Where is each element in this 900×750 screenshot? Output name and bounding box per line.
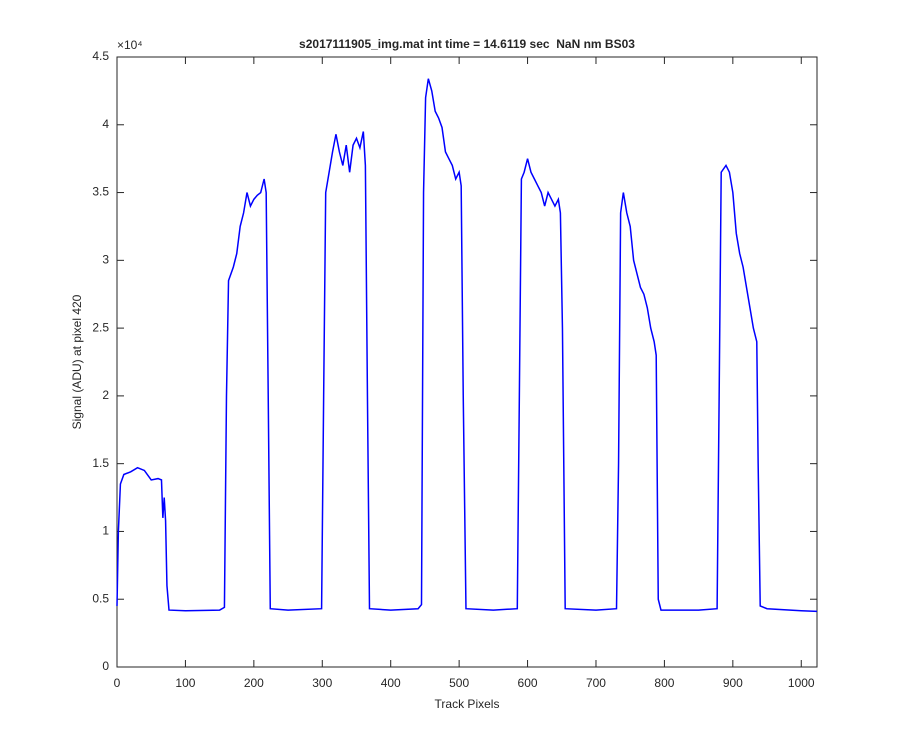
x-tick-label: 100: [175, 676, 195, 690]
chart-title: s2017111905_img.mat int time = 14.6119 s…: [299, 37, 635, 51]
x-tick-label: 700: [586, 676, 606, 690]
x-tick-label: 500: [449, 676, 469, 690]
x-tick-label: 900: [723, 676, 743, 690]
y-tick-label: 0: [102, 659, 109, 673]
x-tick-label: 200: [244, 676, 264, 690]
y-tick-label: 3.5: [92, 185, 109, 199]
x-tick-label: 400: [381, 676, 401, 690]
plot-area: [117, 57, 817, 667]
y-tick-label: 4.5: [92, 49, 109, 63]
y-tick-label: 1: [102, 524, 109, 538]
y-tick-label: 0.5: [92, 591, 109, 605]
x-tick-label: 300: [312, 676, 332, 690]
x-tick-label: 0: [114, 676, 121, 690]
y-tick-label: 1.5: [92, 456, 109, 470]
x-tick-label: 1000: [788, 676, 815, 690]
x-tick-label: 800: [654, 676, 674, 690]
y-tick-label: 3: [102, 253, 109, 267]
y-exponent: ×10⁴: [117, 38, 143, 52]
axes-box: [116, 56, 818, 668]
x-tick-label: 600: [518, 676, 538, 690]
y-axis-label: Signal (ADU) at pixel 420: [70, 294, 84, 429]
y-tick-label: 2.5: [92, 320, 109, 334]
x-axis-label: Track Pixels: [435, 697, 500, 711]
y-tick-label: 2: [102, 388, 109, 402]
data-line: [116, 78, 818, 613]
y-tick-label: 4: [102, 117, 109, 131]
